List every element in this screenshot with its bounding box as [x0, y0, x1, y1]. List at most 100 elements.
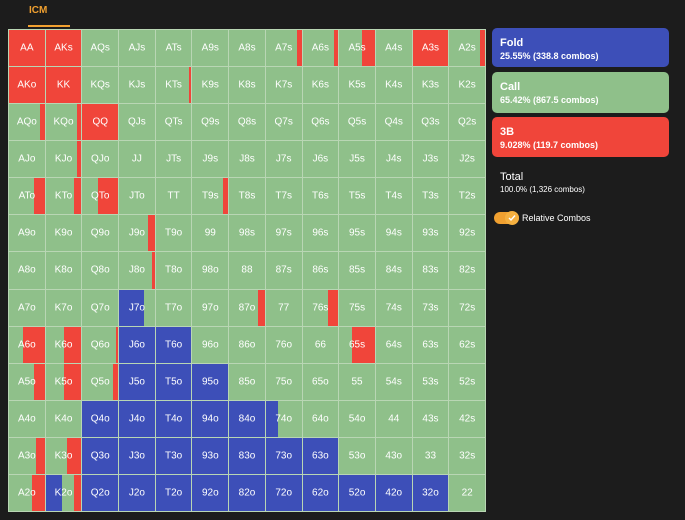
hand-cell-k2o[interactable]: K2o — [45, 474, 82, 511]
hand-cell-j9s[interactable]: J9s — [192, 141, 229, 178]
hand-cell-65s[interactable]: 65s — [339, 326, 375, 363]
hand-cell-t6o[interactable]: T6o — [155, 326, 192, 363]
hand-cell-62o[interactable]: 62o — [302, 474, 339, 511]
hand-cell-98s[interactable]: 98s — [229, 215, 265, 252]
hand-cell-72o[interactable]: 72o — [265, 474, 302, 511]
hand-cell-98o[interactable]: 98o — [192, 252, 229, 289]
hand-cell-62s[interactable]: 62s — [449, 326, 485, 363]
hand-cell-k7s[interactable]: K7s — [265, 67, 302, 104]
hand-cell-94o[interactable]: 94o — [192, 400, 229, 437]
hand-cell-54s[interactable]: 54s — [375, 363, 412, 400]
hand-cell-64o[interactable]: 64o — [302, 400, 339, 437]
hand-cell-82o[interactable]: 82o — [229, 474, 265, 511]
legend-fold[interactable]: Fold 25.55% (338.8 combos) — [492, 28, 669, 67]
tab-icm[interactable]: ICM — [29, 5, 48, 16]
hand-cell-qq[interactable]: QQ — [82, 104, 119, 141]
hand-cell-53o[interactable]: 53o — [339, 437, 375, 474]
hand-cell-83o[interactable]: 83o — [229, 437, 265, 474]
hand-cell-95s[interactable]: 95s — [339, 215, 375, 252]
hand-cell-kjo[interactable]: KJo — [45, 141, 82, 178]
hand-cell-q4s[interactable]: Q4s — [375, 104, 412, 141]
hand-cell-97o[interactable]: 97o — [192, 289, 229, 326]
hand-cell-k9s[interactable]: K9s — [192, 67, 229, 104]
hand-cell-96o[interactable]: 96o — [192, 326, 229, 363]
hand-cell-88[interactable]: 88 — [229, 252, 265, 289]
hand-cell-a7s[interactable]: A7s — [265, 30, 302, 67]
hand-cell-63o[interactable]: 63o — [302, 437, 339, 474]
hand-cell-74s[interactable]: 74s — [375, 289, 412, 326]
hand-cell-k5o[interactable]: K5o — [45, 363, 82, 400]
hand-cell-tt[interactable]: TT — [155, 178, 192, 215]
hand-cell-q9o[interactable]: Q9o — [82, 215, 119, 252]
hand-cell-t9o[interactable]: T9o — [155, 215, 192, 252]
hand-cell-t2s[interactable]: T2s — [449, 178, 485, 215]
hand-cell-t6s[interactable]: T6s — [302, 178, 339, 215]
hand-cell-q8s[interactable]: Q8s — [229, 104, 265, 141]
hand-cell-jto[interactable]: JTo — [119, 178, 155, 215]
hand-cell-j2o[interactable]: J2o — [119, 474, 155, 511]
hand-cell-85o[interactable]: 85o — [229, 363, 265, 400]
hand-cell-jts[interactable]: JTs — [155, 141, 192, 178]
hand-cell-a3s[interactable]: A3s — [412, 30, 449, 67]
hand-cell-a3o[interactable]: A3o — [9, 437, 45, 474]
hand-cell-q5s[interactable]: Q5s — [339, 104, 375, 141]
hand-cell-a9o[interactable]: A9o — [9, 215, 45, 252]
hand-cell-j7o[interactable]: J7o — [119, 289, 155, 326]
hand-cell-j3s[interactable]: J3s — [412, 141, 449, 178]
hand-cell-a5o[interactable]: A5o — [9, 363, 45, 400]
hand-cell-97s[interactable]: 97s — [265, 215, 302, 252]
hand-cell-93s[interactable]: 93s — [412, 215, 449, 252]
hand-cell-ajo[interactable]: AJo — [9, 141, 45, 178]
hand-cell-32s[interactable]: 32s — [449, 437, 485, 474]
hand-cell-j6o[interactable]: J6o — [119, 326, 155, 363]
hand-cell-ajs[interactable]: AJs — [119, 30, 155, 67]
hand-cell-aa[interactable]: AA — [9, 30, 45, 67]
hand-cell-85s[interactable]: 85s — [339, 252, 375, 289]
hand-cell-83s[interactable]: 83s — [412, 252, 449, 289]
hand-cell-52o[interactable]: 52o — [339, 474, 375, 511]
hand-cell-65o[interactable]: 65o — [302, 363, 339, 400]
legend-call[interactable]: Call 65.42% (867.5 combos) — [492, 72, 669, 113]
hand-cell-75s[interactable]: 75s — [339, 289, 375, 326]
hand-cell-j9o[interactable]: J9o — [119, 215, 155, 252]
hand-cell-k8s[interactable]: K8s — [229, 67, 265, 104]
hand-cell-q6s[interactable]: Q6s — [302, 104, 339, 141]
hand-cell-a4o[interactable]: A4o — [9, 400, 45, 437]
hand-cell-kts[interactable]: KTs — [155, 67, 192, 104]
hand-cell-q5o[interactable]: Q5o — [82, 363, 119, 400]
hand-cell-54o[interactable]: 54o — [339, 400, 375, 437]
hand-cell-kjs[interactable]: KJs — [119, 67, 155, 104]
hand-cell-a6s[interactable]: A6s — [302, 30, 339, 67]
hand-cell-73o[interactable]: 73o — [265, 437, 302, 474]
hand-cell-33[interactable]: 33 — [412, 437, 449, 474]
hand-cell-k2s[interactable]: K2s — [449, 67, 485, 104]
hand-cell-q3s[interactable]: Q3s — [412, 104, 449, 141]
hand-cell-87o[interactable]: 87o — [229, 289, 265, 326]
hand-cell-76s[interactable]: 76s — [302, 289, 339, 326]
hand-cell-j6s[interactable]: J6s — [302, 141, 339, 178]
hand-cell-q6o[interactable]: Q6o — [82, 326, 119, 363]
hand-cell-q2s[interactable]: Q2s — [449, 104, 485, 141]
hand-cell-k8o[interactable]: K8o — [45, 252, 82, 289]
hand-cell-a9s[interactable]: A9s — [192, 30, 229, 67]
hand-cell-a6o[interactable]: A6o — [9, 326, 45, 363]
hand-cell-ato[interactable]: ATo — [9, 178, 45, 215]
hand-cell-a7o[interactable]: A7o — [9, 289, 45, 326]
hand-cell-22[interactable]: 22 — [449, 474, 485, 511]
hand-cell-42o[interactable]: 42o — [375, 474, 412, 511]
hand-cell-t7s[interactable]: T7s — [265, 178, 302, 215]
hand-cell-q7o[interactable]: Q7o — [82, 289, 119, 326]
hand-cell-a2s[interactable]: A2s — [449, 30, 485, 67]
hand-cell-t3s[interactable]: T3s — [412, 178, 449, 215]
hand-cell-aqo[interactable]: AQo — [9, 104, 45, 141]
hand-cell-52s[interactable]: 52s — [449, 363, 485, 400]
hand-cell-kqo[interactable]: KQo — [45, 104, 82, 141]
hand-cell-k4o[interactable]: K4o — [45, 400, 82, 437]
hand-cell-q4o[interactable]: Q4o — [82, 400, 119, 437]
hand-cell-q9s[interactable]: Q9s — [192, 104, 229, 141]
hand-cell-a5s[interactable]: A5s — [339, 30, 375, 67]
hand-cell-86o[interactable]: 86o — [229, 326, 265, 363]
hand-cell-42s[interactable]: 42s — [449, 400, 485, 437]
hand-cell-t4o[interactable]: T4o — [155, 400, 192, 437]
hand-cell-84o[interactable]: 84o — [229, 400, 265, 437]
